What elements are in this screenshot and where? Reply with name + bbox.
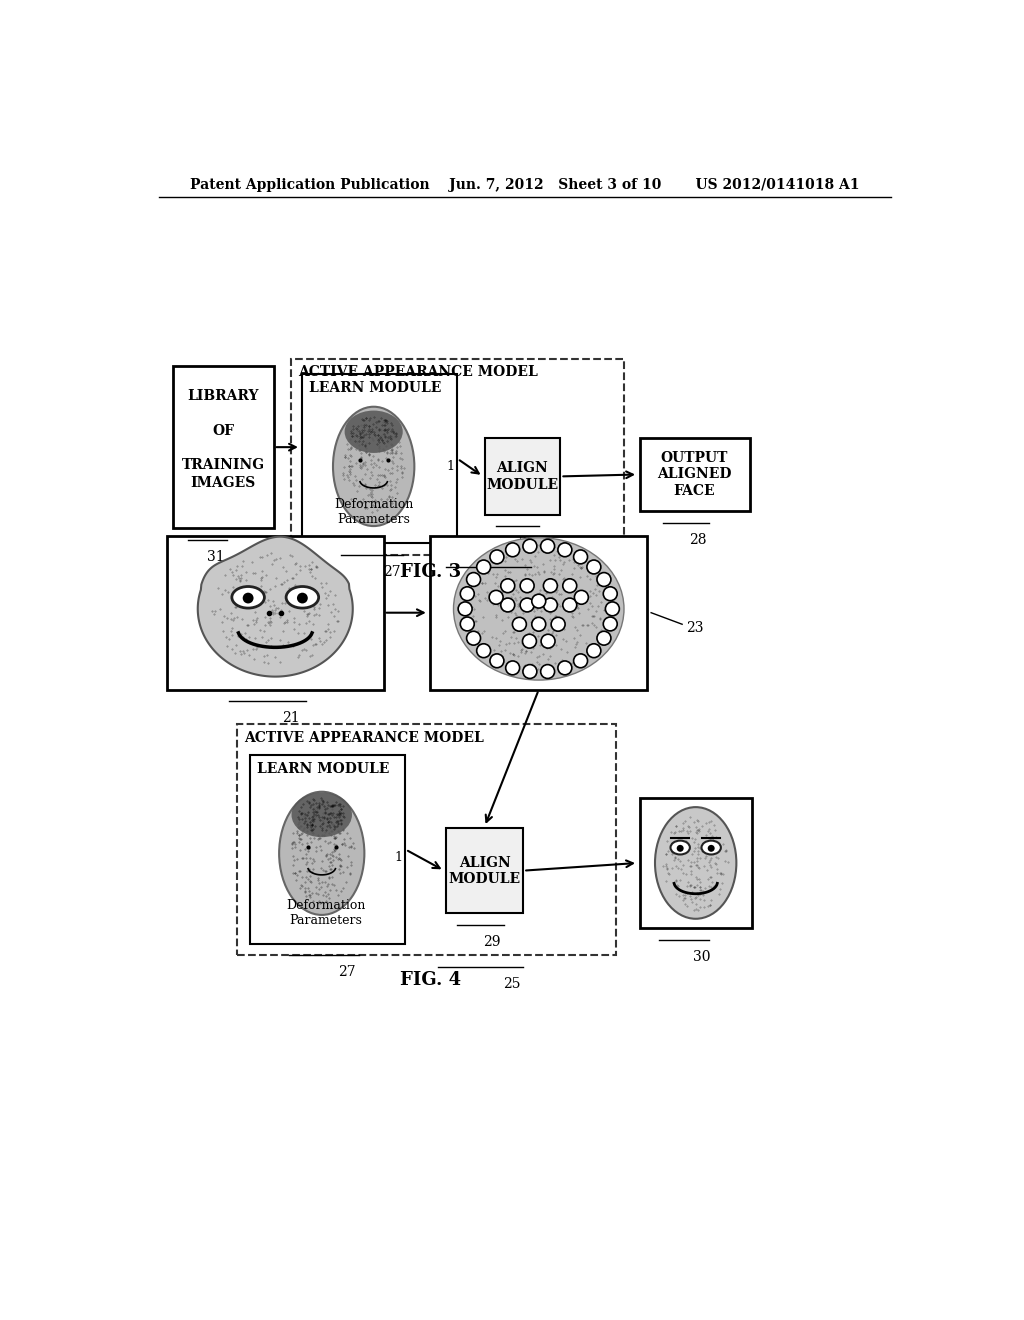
Ellipse shape	[297, 593, 308, 603]
Circle shape	[461, 616, 474, 631]
Circle shape	[531, 618, 546, 631]
Bar	[251, 755, 406, 944]
Text: Deformation
Parameters: Deformation Parameters	[286, 899, 366, 927]
Circle shape	[587, 644, 601, 657]
Circle shape	[461, 587, 474, 601]
Text: 29: 29	[518, 536, 536, 550]
Circle shape	[506, 661, 519, 675]
Circle shape	[467, 573, 480, 586]
Bar	[640, 438, 750, 511]
Ellipse shape	[454, 537, 624, 680]
Circle shape	[523, 540, 537, 553]
Text: 29: 29	[483, 935, 501, 949]
Bar	[291, 359, 624, 554]
Circle shape	[512, 618, 526, 631]
Circle shape	[541, 664, 555, 678]
Circle shape	[597, 573, 611, 586]
Ellipse shape	[708, 845, 715, 851]
Text: Deformation
Parameters: Deformation Parameters	[334, 499, 414, 527]
Ellipse shape	[333, 407, 415, 527]
Ellipse shape	[286, 586, 318, 609]
Ellipse shape	[292, 792, 352, 837]
Ellipse shape	[231, 586, 264, 609]
Bar	[167, 536, 384, 689]
Circle shape	[523, 664, 537, 678]
Text: 27: 27	[383, 565, 400, 579]
Bar	[237, 725, 616, 956]
Circle shape	[603, 616, 617, 631]
Text: ACTIVE APPEARANCE MODEL: ACTIVE APPEARANCE MODEL	[245, 731, 484, 746]
Circle shape	[520, 598, 535, 612]
Text: LEARN MODULE: LEARN MODULE	[257, 762, 389, 776]
Circle shape	[520, 578, 535, 593]
Text: 25: 25	[503, 977, 520, 991]
Circle shape	[489, 550, 504, 564]
Circle shape	[541, 540, 555, 553]
Bar	[445, 829, 523, 913]
Ellipse shape	[701, 841, 721, 854]
Ellipse shape	[280, 792, 365, 915]
Circle shape	[544, 578, 557, 593]
Text: 1: 1	[446, 459, 455, 473]
Text: FIG. 4: FIG. 4	[399, 970, 461, 989]
Text: ALIGN
MODULE: ALIGN MODULE	[449, 855, 520, 886]
Text: LEARN MODULE: LEARN MODULE	[308, 381, 441, 395]
Circle shape	[587, 560, 601, 574]
Circle shape	[573, 550, 588, 564]
Circle shape	[522, 635, 537, 648]
Circle shape	[476, 560, 490, 574]
Text: 27: 27	[339, 965, 356, 979]
Circle shape	[476, 644, 490, 657]
Circle shape	[458, 602, 472, 616]
Bar	[302, 374, 458, 544]
Ellipse shape	[677, 845, 684, 851]
Circle shape	[574, 590, 589, 605]
Ellipse shape	[345, 411, 402, 453]
Circle shape	[489, 653, 504, 668]
Circle shape	[558, 543, 571, 557]
Circle shape	[489, 590, 503, 605]
Text: Patent Application Publication    Jun. 7, 2012   Sheet 3 of 10       US 2012/014: Patent Application Publication Jun. 7, 2…	[190, 178, 859, 191]
Circle shape	[506, 543, 519, 557]
Text: 25: 25	[507, 577, 524, 590]
Circle shape	[603, 587, 617, 601]
Ellipse shape	[671, 841, 690, 854]
Circle shape	[501, 598, 515, 612]
Text: FIG. 3: FIG. 3	[399, 562, 461, 581]
Bar	[640, 797, 752, 928]
Ellipse shape	[243, 593, 254, 603]
Text: 30: 30	[693, 950, 711, 964]
Circle shape	[605, 602, 620, 616]
Bar	[430, 536, 647, 689]
Text: ACTIVE APPEARANCE MODEL: ACTIVE APPEARANCE MODEL	[299, 366, 539, 379]
Circle shape	[563, 598, 577, 612]
Ellipse shape	[655, 807, 736, 919]
Text: 31: 31	[207, 549, 224, 564]
Bar	[173, 366, 273, 528]
Circle shape	[558, 661, 571, 675]
Polygon shape	[198, 537, 352, 677]
Text: 28: 28	[689, 533, 707, 546]
Text: 21: 21	[282, 711, 300, 725]
Circle shape	[544, 598, 557, 612]
Text: 1: 1	[394, 850, 402, 863]
Circle shape	[597, 631, 611, 645]
Circle shape	[531, 594, 546, 609]
Circle shape	[573, 653, 588, 668]
Circle shape	[467, 631, 480, 645]
Text: ALIGN
MODULE: ALIGN MODULE	[486, 461, 558, 491]
Text: 23: 23	[686, 622, 703, 635]
Circle shape	[563, 578, 577, 593]
Circle shape	[541, 635, 555, 648]
Text: LIBRARY

OF

TRAINING
IMAGES: LIBRARY OF TRAINING IMAGES	[182, 389, 265, 490]
Circle shape	[501, 578, 515, 593]
Bar	[484, 438, 560, 515]
Circle shape	[551, 618, 565, 631]
Text: OUTPUT
ALIGNED
FACE: OUTPUT ALIGNED FACE	[657, 451, 732, 498]
